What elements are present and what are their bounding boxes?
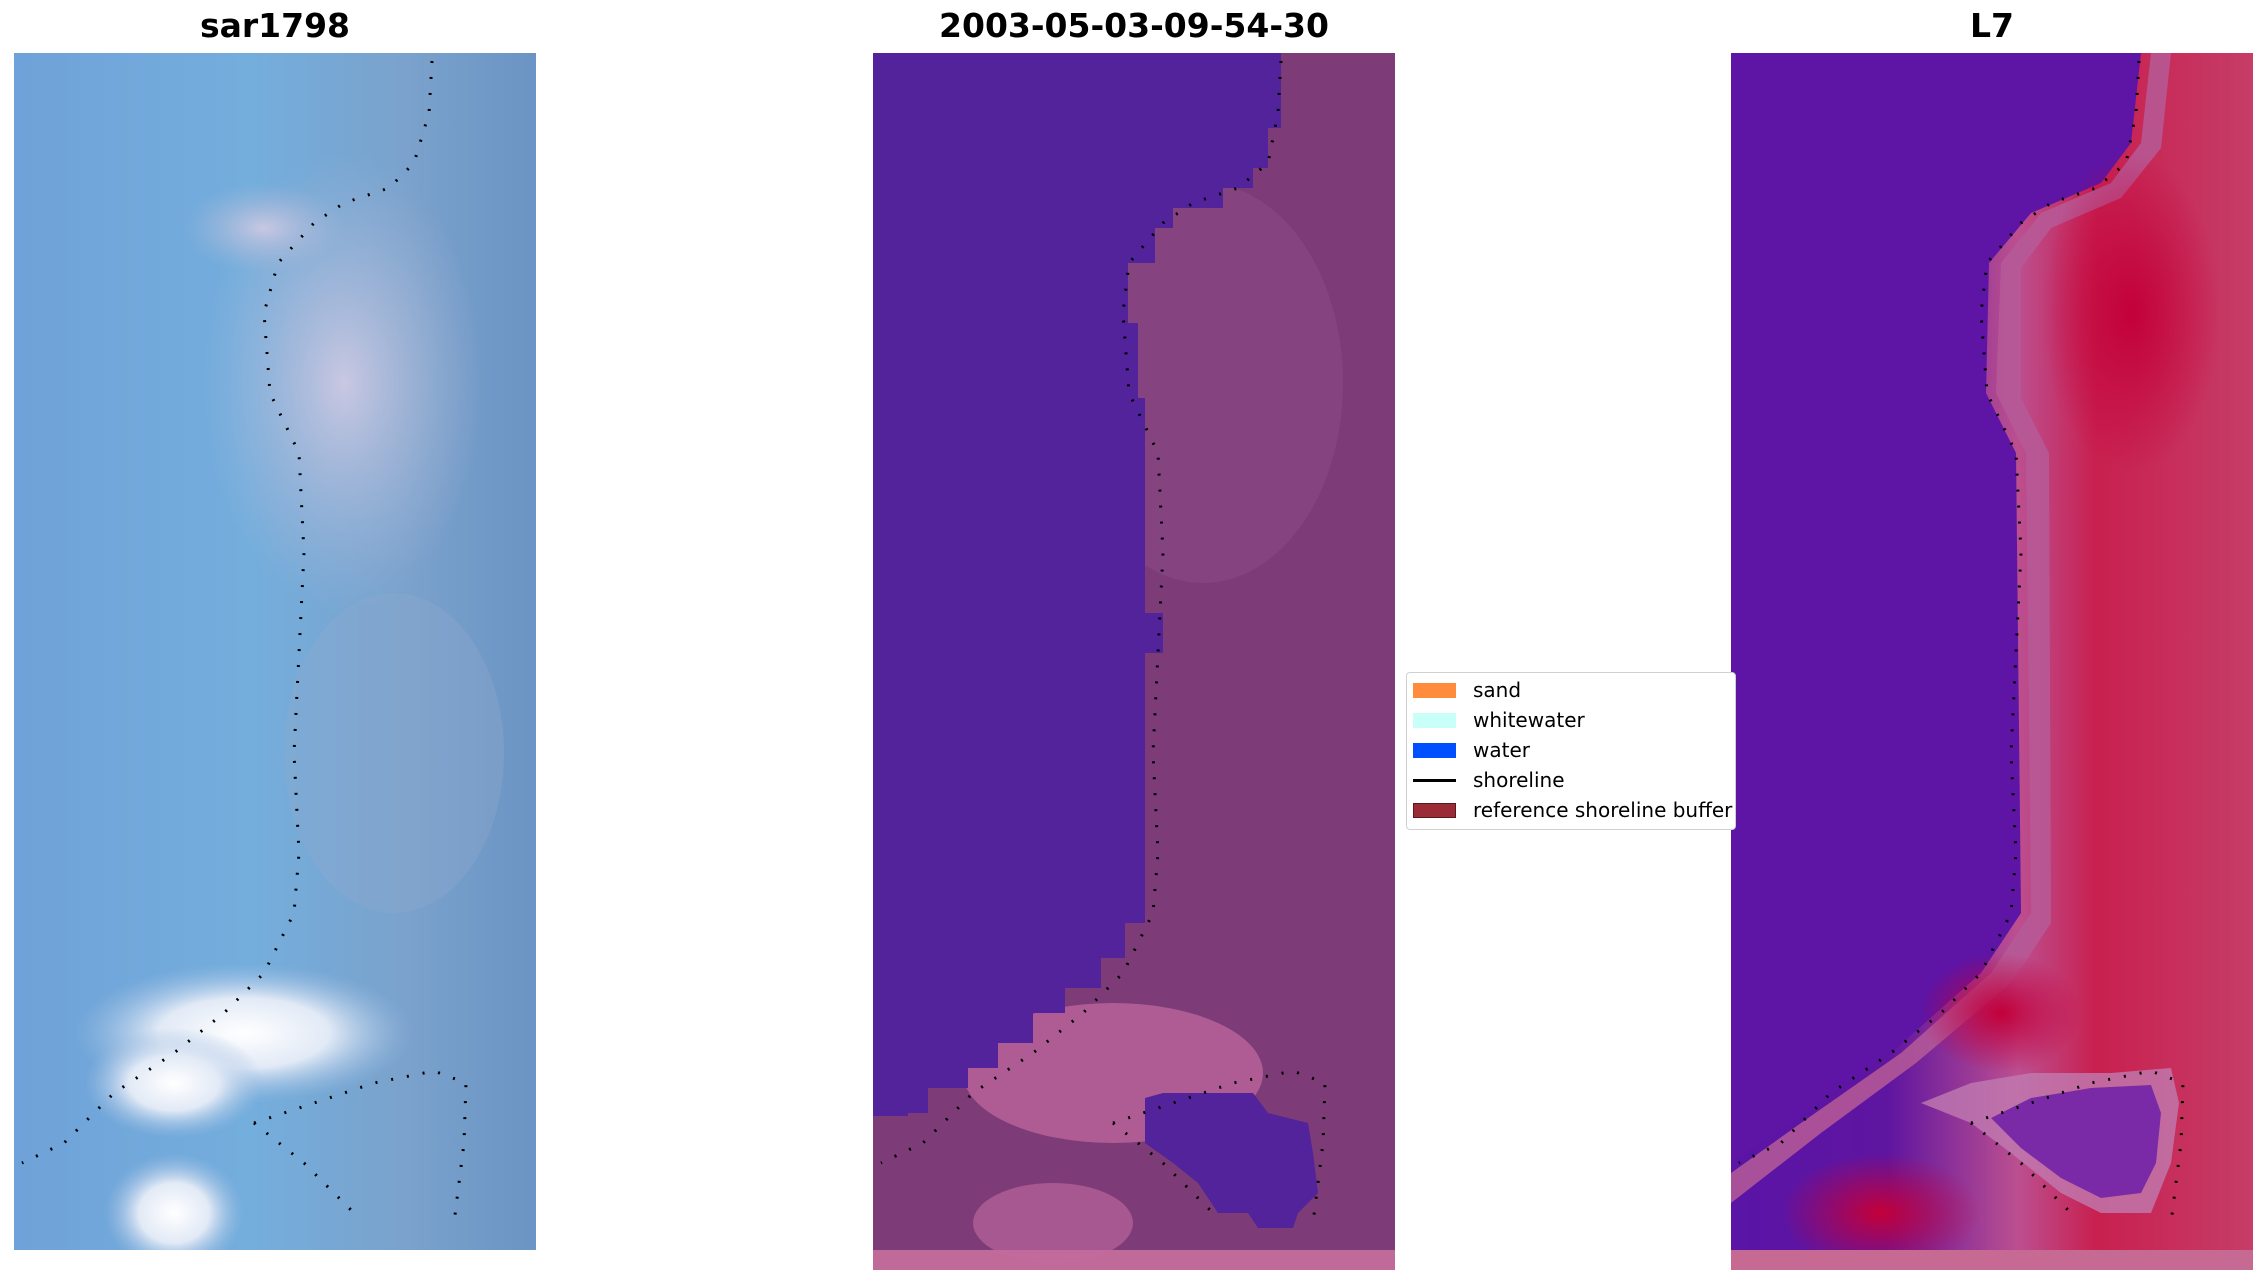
classification-panel	[873, 53, 1395, 1270]
legend-item-sand: sand	[1413, 676, 1521, 704]
legend-label: water	[1473, 738, 1530, 762]
reference-buffer-swatch	[1413, 802, 1456, 818]
sand-swatch	[1413, 682, 1456, 698]
water-swatch	[1413, 742, 1456, 758]
legend-item-water: water	[1413, 736, 1530, 764]
shoreline-swatch	[1413, 778, 1456, 782]
rgb-image-panel	[14, 53, 536, 1250]
legend-label: whitewater	[1473, 708, 1585, 732]
l7-image-panel	[1731, 53, 2253, 1270]
water-region	[873, 53, 1281, 1116]
l7-image	[1731, 53, 2253, 1270]
legend: sand whitewater water shoreline referenc…	[1406, 672, 1736, 830]
legend-item-whitewater: whitewater	[1413, 706, 1585, 734]
panel-title-right: L7	[1970, 6, 2014, 45]
panel-title-middle: 2003-05-03-09-54-30	[939, 6, 1329, 45]
legend-item-reference-shoreline-buffer: reference shoreline buffer	[1413, 796, 1732, 824]
panel-title-left: sar1798	[199, 6, 351, 45]
whitewater-swatch	[1413, 712, 1456, 728]
legend-item-shoreline: shoreline	[1413, 766, 1565, 794]
legend-label: sand	[1473, 678, 1522, 702]
legend-label: reference shoreline buffer	[1473, 798, 1733, 822]
rgb-image	[14, 53, 536, 1250]
legend-label: shoreline	[1473, 768, 1565, 792]
classification-image	[873, 53, 1395, 1270]
